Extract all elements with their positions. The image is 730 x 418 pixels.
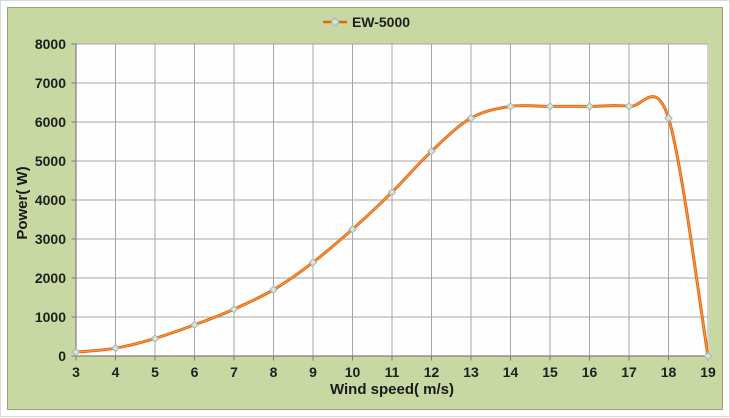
x-tick-label: 9	[309, 364, 317, 380]
x-tick-label: 11	[384, 364, 400, 380]
x-tick-label: 15	[542, 364, 558, 380]
x-tick-label: 7	[230, 364, 238, 380]
data-point-marker	[427, 146, 436, 156]
data-point-marker	[150, 334, 160, 343]
data-point-marker	[545, 102, 555, 111]
data-point-marker	[269, 285, 278, 295]
y-tick-label: 0	[58, 348, 66, 364]
x-tick-label: 4	[111, 364, 120, 380]
x-tick-label: 12	[423, 364, 440, 380]
x-tick-label: 8	[269, 364, 278, 380]
x-tick-label: 16	[581, 364, 598, 380]
data-point-marker	[703, 351, 713, 361]
data-point-marker	[624, 102, 634, 111]
y-tick-label: 1000	[34, 309, 66, 325]
data-point-marker	[111, 343, 120, 353]
x-tick-label: 5	[151, 364, 159, 380]
data-point-marker	[506, 102, 515, 111]
data-point-marker	[466, 113, 476, 123]
y-tick-label: 2000	[34, 270, 66, 286]
x-axis-title: Wind speed( m/s)	[329, 381, 455, 398]
data-point-marker	[229, 304, 239, 314]
x-tick-label: 6	[190, 364, 199, 380]
data-point-marker	[348, 224, 357, 234]
y-tick-label: 7000	[34, 75, 66, 91]
data-point-marker	[664, 113, 673, 123]
y-tick-label: 5000	[34, 153, 66, 169]
y-tick-label: 6000	[34, 114, 66, 130]
x-tick-label: 14	[502, 364, 519, 380]
y-tick-label: 3000	[34, 231, 66, 247]
x-tick-label: 13	[463, 364, 479, 380]
x-tick-label: 10	[344, 364, 361, 380]
x-tick-label: 3	[72, 364, 80, 380]
x-tick-label: 17	[621, 364, 637, 380]
data-point-marker	[585, 102, 594, 111]
x-tick-label: 18	[660, 364, 677, 380]
data-point-marker	[387, 187, 397, 197]
data-point-marker	[71, 347, 81, 357]
x-tick-label: 19	[700, 364, 716, 380]
y-tick-label: 4000	[34, 192, 66, 208]
data-point-marker	[308, 258, 318, 267]
data-point-marker	[190, 320, 199, 330]
y-tick-label: 8000	[34, 36, 66, 52]
